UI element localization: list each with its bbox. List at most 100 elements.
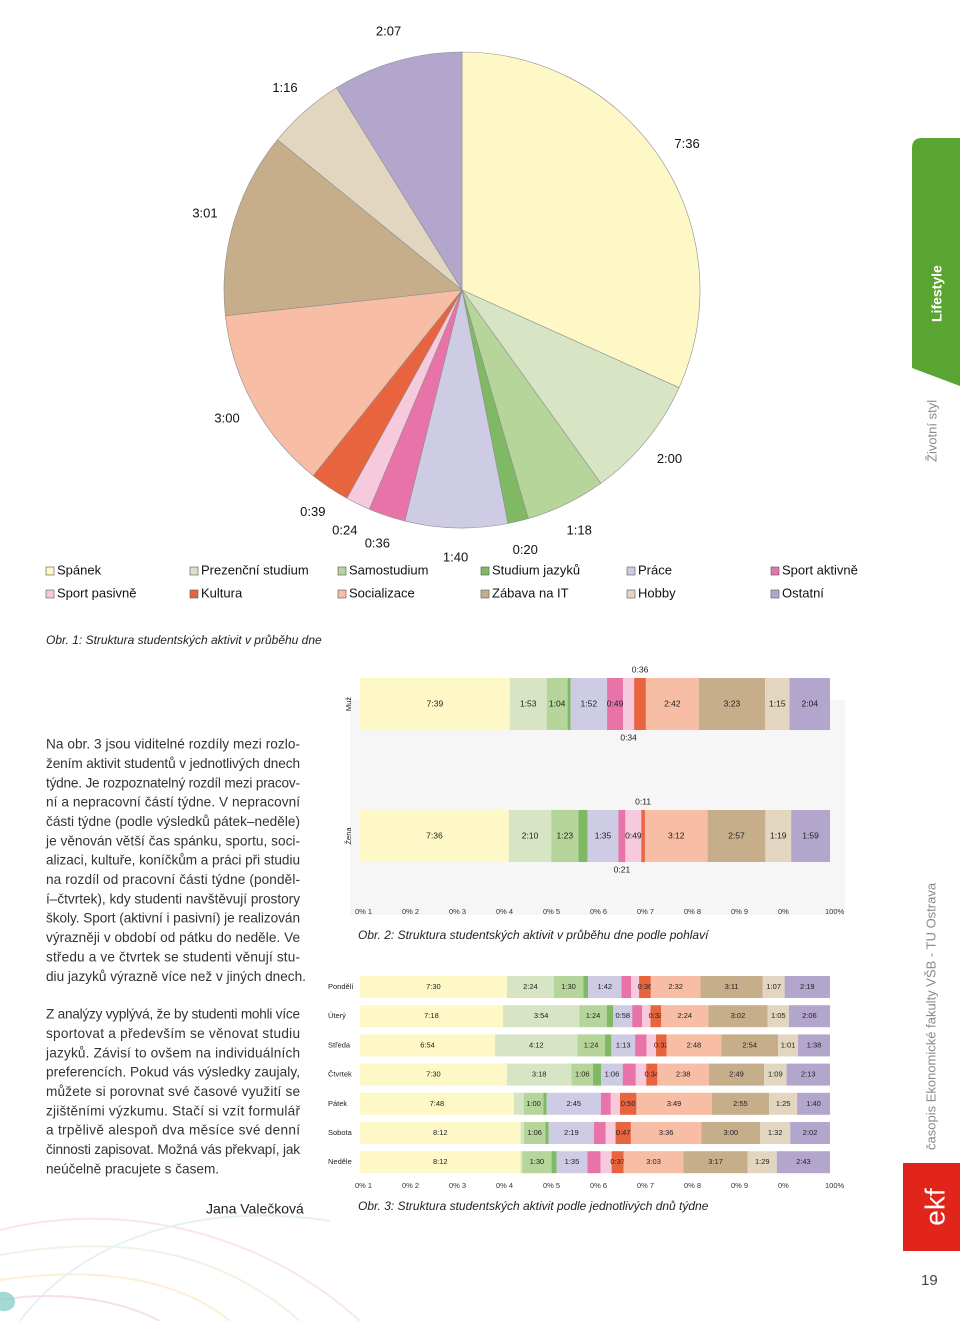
segment-label: 7:30 (426, 982, 441, 991)
bar-segment (360, 1122, 521, 1144)
segment-label: 0:50 (621, 1099, 636, 1108)
segment-label: 1:35 (595, 830, 612, 840)
segment-label: 2:24 (523, 982, 538, 991)
category-label: Čtvrtek (328, 1070, 352, 1079)
body-line: je věnován větší čas spánku, sportu, soc… (45, 833, 300, 848)
bar-segment (360, 1034, 496, 1057)
bar-segment (587, 1151, 601, 1174)
bar-segment (760, 1122, 791, 1144)
category-label: Žena (344, 827, 353, 845)
section-title: Lifestyle (929, 265, 945, 322)
segment-label: 1:04 (549, 698, 566, 708)
segment-label: 7:48 (430, 1099, 445, 1108)
segment-label: 1:06 (575, 1070, 590, 1079)
x-tick-label: 0% 4 (496, 1181, 513, 1190)
legend-label: Zábava na IT (492, 585, 569, 600)
section-subtitle: Životní styl (924, 400, 939, 462)
segment-label: 0:34 (644, 1070, 659, 1079)
bar-segment (778, 1034, 799, 1057)
segment-label: 0:37 (610, 1157, 625, 1166)
bar-segment (610, 1092, 620, 1115)
figure-caption: Obr. 1: Struktura studentských aktivit v… (46, 633, 322, 647)
slice-label: 0:24 (332, 522, 357, 537)
legend-swatch (337, 589, 347, 599)
bar-segment (708, 1063, 765, 1086)
body-line: jazyků. Závisí to ovšem na individuálníc… (45, 1045, 300, 1060)
bar-segment (646, 1063, 658, 1086)
category-label: Muž (344, 697, 353, 711)
segment-label: 2:45 (566, 1099, 581, 1108)
bar-segment (657, 1063, 709, 1086)
legend-label: Sport aktivně (782, 562, 858, 577)
page-number: 19 (921, 1272, 938, 1289)
legend-swatch (626, 566, 636, 576)
bar-segment (798, 1034, 830, 1057)
bar-segment (546, 1092, 601, 1115)
x-tick-label: 0% 2 (402, 907, 419, 916)
bar-segment (623, 1151, 684, 1174)
slice-label: 1:40 (443, 549, 468, 564)
bar-segment (711, 1092, 770, 1115)
segment-label: 1:23 (557, 830, 574, 840)
slice-label: 0:36 (365, 536, 390, 551)
x-tick-label: 100% (825, 1181, 845, 1190)
bar-segment (623, 678, 635, 730)
pie-slice (223, 139, 463, 317)
segment-label: 0:34 (620, 732, 637, 742)
segment-label: 1:07 (766, 982, 781, 991)
x-tick-label: 0% 6 (590, 907, 607, 916)
bar-segment (551, 810, 579, 862)
body-line: alizaci, kultuře, koníčkům a práci při s… (46, 853, 300, 868)
decor-dot (0, 1291, 16, 1312)
bar-segment (764, 1063, 787, 1086)
segment-label: 2:55 (733, 1099, 748, 1108)
legend-label: Socializace (349, 585, 415, 600)
segment-label: 0:33 (649, 1011, 664, 1020)
body-line: středu a ve čtvrtek se studenti věnují s… (46, 949, 300, 964)
segment-label: 2:49 (729, 1070, 744, 1079)
bar-segment (644, 810, 708, 862)
segment-label: 3:36 (659, 1128, 674, 1137)
segment-label: 1:01 (781, 1040, 796, 1049)
section-tab (912, 138, 960, 386)
x-tick-label: 100% (825, 907, 845, 916)
segment-label: 3:54 (534, 1011, 549, 1020)
segment-label: 2:13 (801, 1070, 816, 1079)
segment-label: 0:36 (638, 982, 653, 991)
bar-segment (571, 1063, 594, 1086)
segment-label: 1:53 (520, 698, 537, 708)
bar-segment (506, 976, 554, 998)
bar-segment (698, 678, 766, 730)
logo: ekf (919, 1188, 950, 1226)
segment-label: 0:47 (616, 1128, 631, 1137)
segment-label: 2:32 (668, 982, 683, 991)
bar-segment (577, 1034, 605, 1057)
legend-swatch (45, 566, 55, 576)
x-tick-label: 0% (778, 907, 789, 916)
bar-segment (606, 1005, 614, 1028)
legend-swatch (189, 566, 199, 576)
segment-label: 4:12 (529, 1040, 544, 1049)
x-tick-label: 0% (778, 1181, 789, 1190)
segment-label: 7:30 (426, 1070, 441, 1079)
bar-segment (639, 976, 651, 998)
segment-label: 2:06 (802, 1011, 817, 1020)
bar-segment (683, 1151, 748, 1174)
bar-segment (622, 1063, 636, 1086)
segment-label: 2:54 (742, 1040, 757, 1049)
bar-segment (707, 810, 766, 862)
segment-label: 2:04 (801, 698, 818, 708)
bar-segment (579, 1005, 607, 1028)
bar-segment (583, 976, 589, 998)
segment-label: 1:30 (561, 982, 576, 991)
segment-label: 0:49 (625, 830, 642, 840)
segment-label: 2:38 (676, 1070, 691, 1079)
body-line: a trpělivě alespoň dva měsíce své denní (46, 1123, 300, 1138)
segment-label: 1:05 (771, 1011, 786, 1020)
legend-swatch (480, 566, 490, 576)
bar-segment (548, 1122, 595, 1144)
segment-label: 1:42 (597, 982, 612, 991)
body-line: sportovat a především se věnovat studiu (46, 1026, 300, 1041)
bar-segment (635, 1063, 647, 1086)
legend-swatch (770, 589, 780, 599)
